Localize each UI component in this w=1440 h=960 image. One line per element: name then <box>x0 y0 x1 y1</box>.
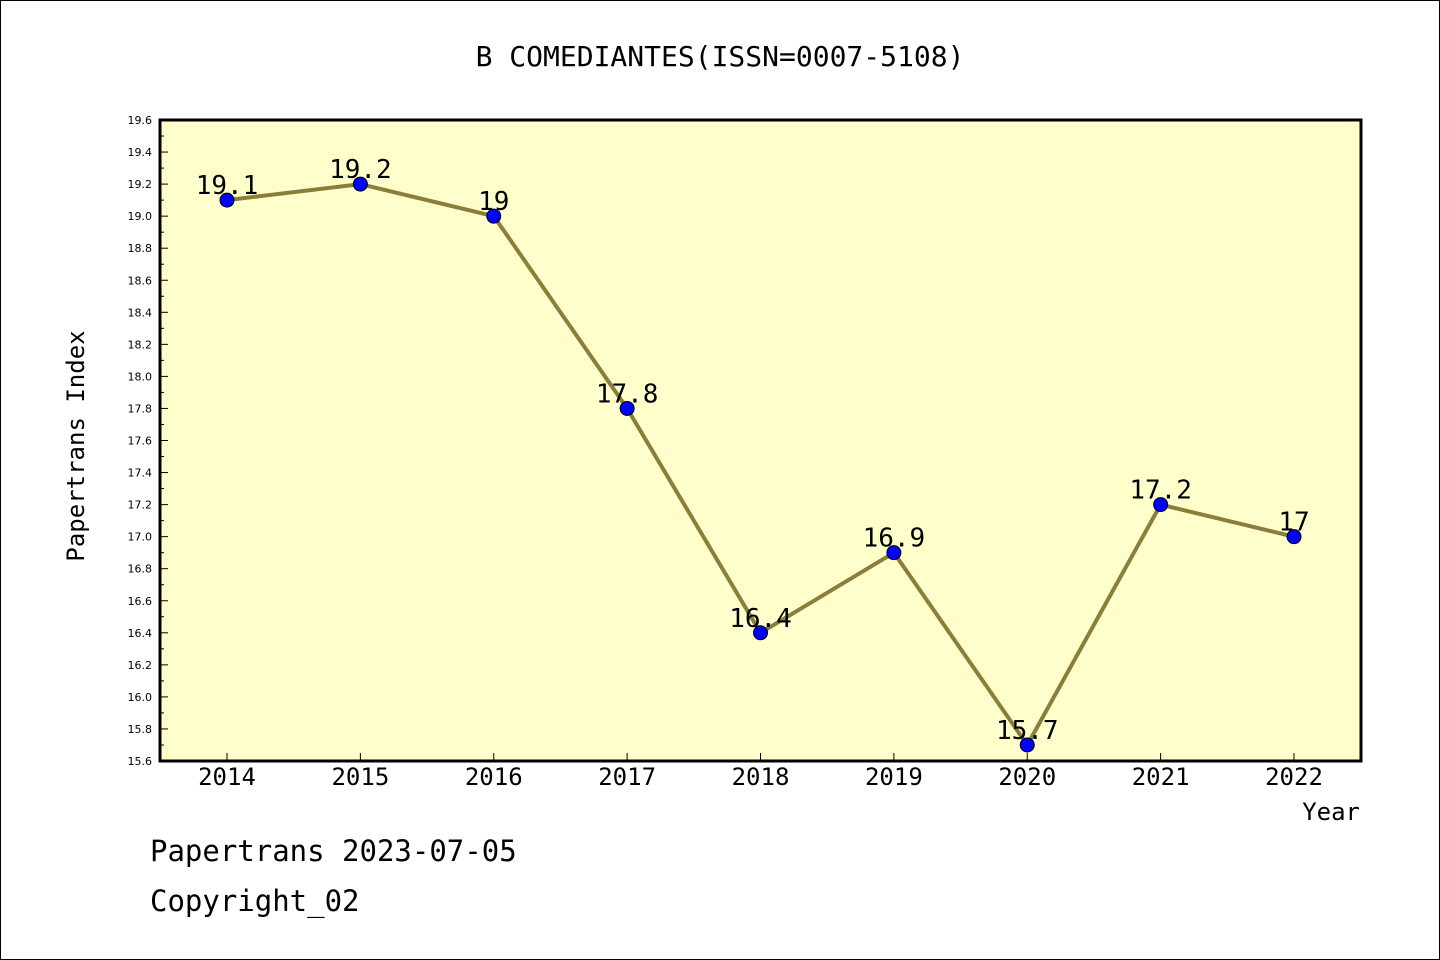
footer-date: Papertrans 2023-07-05 <box>150 834 517 868</box>
y-tick-label: 16.8 <box>128 563 153 576</box>
data-point <box>753 625 768 641</box>
data-label: 15.7 <box>996 716 1059 746</box>
y-tick-label: 17.0 <box>128 531 153 544</box>
y-axis-label: Papertrans Index <box>62 330 90 561</box>
x-axis-label: Year <box>1302 798 1360 826</box>
data-point <box>1286 529 1302 545</box>
data-label: 17.8 <box>596 379 659 409</box>
data-label: 17 <box>1278 508 1309 538</box>
data-label: 16.4 <box>729 604 792 634</box>
data-point <box>352 176 368 192</box>
x-tick-label: 2017 <box>598 763 656 791</box>
y-tick-label: 17.2 <box>128 499 153 512</box>
y-tick-label: 17.4 <box>128 467 153 480</box>
y-tick-label: 15.6 <box>128 755 153 768</box>
y-tick-label: 19.2 <box>128 178 153 191</box>
y-tick-label: 17.8 <box>128 402 153 415</box>
y-tick-label: 19.6 <box>128 114 153 127</box>
data-label: 19.2 <box>329 155 392 185</box>
y-tick-label: 18.6 <box>128 274 153 287</box>
plot-area <box>160 120 1361 761</box>
y-tick-label: 15.8 <box>128 723 153 736</box>
data-labels: 19.1 19.2 19 17.8 16.4 16.9 15.7 17.2 17 <box>196 155 1310 746</box>
y-tick-label: 16.6 <box>128 595 153 608</box>
x-tick-label: 2018 <box>732 763 790 791</box>
data-point <box>486 208 502 224</box>
data-point <box>886 545 902 561</box>
data-point <box>1153 497 1169 513</box>
plot-border <box>158 118 1363 763</box>
y-tick-label: 18.0 <box>128 370 153 383</box>
data-label: 19.1 <box>196 171 259 201</box>
data-point <box>219 192 235 208</box>
chart-title: B COMEDIANTES(ISSN=0007-5108) <box>476 40 965 73</box>
x-tick-label: 2015 <box>331 763 389 791</box>
y-tick-label: 18.2 <box>128 338 153 351</box>
y-tick-label: 18.4 <box>128 306 153 319</box>
data-point <box>1019 737 1035 753</box>
y-tick-label: 18.8 <box>128 242 153 255</box>
y-tick-label: 19.4 <box>128 146 153 159</box>
x-tick-label: 2021 <box>1132 763 1190 791</box>
y-tick-label: 16.4 <box>128 627 153 640</box>
y-tick-label: 17.6 <box>128 435 153 448</box>
data-label: 19 <box>478 187 509 217</box>
x-tick-label: 2020 <box>998 763 1056 791</box>
series-markers <box>219 176 1302 753</box>
y-tick-label: 16.2 <box>128 659 153 672</box>
y-tick-label: 16.0 <box>128 691 153 704</box>
x-tick-label: 2022 <box>1265 763 1323 791</box>
x-axis: 2014 2015 2016 2017 2018 2019 2020 2021 2022 <box>198 753 1323 791</box>
y-tick-label: 19.0 <box>128 210 153 223</box>
x-tick-label: 2016 <box>465 763 523 791</box>
x-tick-label: 2019 <box>865 763 923 791</box>
data-point <box>619 400 635 416</box>
data-label: 16.9 <box>863 524 926 554</box>
x-tick-label: 2014 <box>198 763 256 791</box>
data-label: 17.2 <box>1129 476 1192 506</box>
footer-copyright: Copyright_02 <box>150 884 360 918</box>
